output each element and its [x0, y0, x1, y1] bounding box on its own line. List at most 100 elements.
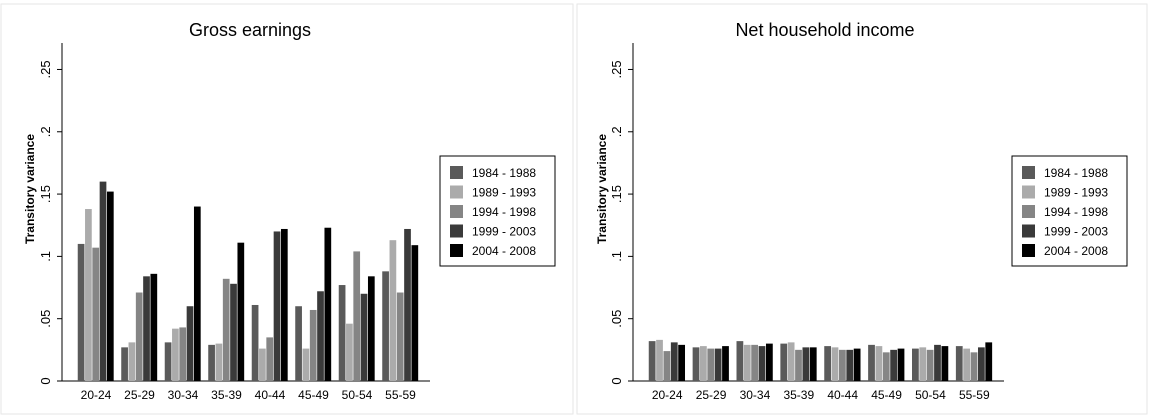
- bar-50-54-1984-1988: [912, 348, 919, 381]
- bar-20-24-1984-1988: [648, 341, 656, 381]
- legend-swatch: [450, 244, 463, 257]
- bar-20-24-1999-2003: [670, 342, 678, 381]
- legend-label: 1984 - 1988: [1044, 166, 1108, 180]
- bar-25-29-1984-1988: [121, 347, 128, 381]
- legend-label: 2004 - 2008: [472, 244, 536, 258]
- bar-55-59-1999-2003: [977, 347, 985, 381]
- bar-20-24-1989-1993: [656, 339, 663, 381]
- bar-40-44-1989-1993: [831, 347, 839, 381]
- legend-label: 1989 - 1993: [472, 186, 536, 200]
- x-tick-label: 50-54: [915, 388, 946, 402]
- x-tick-label: 35-39: [211, 388, 242, 402]
- bar-45-49-1989-1993: [302, 348, 310, 381]
- bar-30-34-2004-2008: [193, 206, 201, 381]
- legend-label: 1999 - 2003: [472, 225, 536, 239]
- chart-gross-earnings: Gross earnings 0 .05 .1 .15 .2 .25 Transitory v…: [23, 20, 556, 402]
- bar-25-29-2004-2008: [722, 346, 729, 381]
- bar-40-44-2004-2008: [280, 228, 288, 381]
- legend-swatch: [1022, 166, 1035, 179]
- bar-20-24-1994-1998: [92, 247, 100, 381]
- x-tick-label: 55-59: [959, 388, 990, 402]
- bar-45-49-1984-1988: [868, 344, 875, 381]
- bar-40-44-1999-2003: [273, 231, 281, 381]
- chart-net-household-income: Net household income 0 .05 .1 .15 .2 .25 Transi…: [595, 20, 1128, 402]
- y-tick-label: .1: [38, 251, 53, 262]
- x-tick-label: 25-29: [696, 388, 727, 402]
- bar-50-54-1994-1998: [353, 251, 361, 381]
- bar-20-24-1994-1998: [663, 351, 671, 381]
- bar-25-29-2004-2008: [150, 273, 158, 381]
- bar-40-44-1999-2003: [846, 349, 854, 381]
- bar-25-29-1984-1988: [692, 347, 700, 381]
- y-tick-label: .2: [609, 126, 624, 137]
- bar-30-34-1984-1988: [736, 341, 744, 381]
- legend-swatch: [1022, 244, 1035, 257]
- y-axis-label: Transitory variance: [595, 134, 609, 244]
- bar-25-29-1994-1998: [135, 292, 143, 381]
- bar-25-29-1989-1993: [128, 342, 136, 381]
- chart-title: Gross earnings: [189, 20, 311, 40]
- bar-55-59-2004-2008: [985, 342, 993, 381]
- x-tick-label: 20-24: [652, 388, 683, 402]
- bar-40-44-1994-1998: [838, 349, 846, 381]
- bar-35-39-1989-1993: [787, 342, 795, 381]
- bar-45-49-1984-1988: [295, 306, 302, 381]
- x-tick-label: 55-59: [385, 388, 416, 402]
- bar-35-39-1999-2003: [230, 283, 237, 381]
- bar-20-24-1989-1993: [85, 209, 92, 381]
- y-tick-label: .15: [609, 185, 624, 203]
- x-tick-label: 40-44: [827, 388, 858, 402]
- bar-30-34-2004-2008: [765, 343, 773, 381]
- y-tick-label: .05: [38, 310, 53, 328]
- x-tick-label: 25-29: [124, 388, 155, 402]
- bar-35-39-1989-1993: [215, 343, 223, 381]
- bar-45-49-1999-2003: [317, 291, 324, 381]
- bar-35-39-1994-1998: [795, 349, 802, 381]
- bar-50-54-1984-1988: [338, 285, 346, 381]
- bar-20-24-1984-1988: [77, 243, 85, 381]
- bar-30-34-1989-1993: [743, 344, 751, 381]
- bar-45-49-2004-2008: [897, 348, 905, 381]
- bar-35-39-2004-2008: [237, 242, 245, 381]
- bar-35-39-1994-1998: [222, 278, 230, 381]
- legend-label: 1994 - 1998: [1044, 205, 1108, 219]
- bar-45-49-2004-2008: [324, 227, 332, 381]
- bar-50-54-1994-1998: [926, 349, 934, 381]
- bar-35-39-1999-2003: [802, 347, 810, 381]
- bar-45-49-1994-1998: [309, 309, 317, 381]
- legend-swatch: [1022, 185, 1035, 199]
- x-tick-label: 50-54: [342, 388, 373, 402]
- x-tick-label: 30-34: [740, 388, 771, 402]
- legend-swatch: [450, 224, 463, 238]
- bar-35-39-2004-2008: [809, 347, 817, 381]
- y-tick-label: .25: [609, 60, 624, 78]
- bar-30-34-1999-2003: [758, 346, 766, 381]
- bar-45-49-1989-1993: [875, 346, 883, 381]
- y-tick-label: 0: [38, 377, 53, 384]
- y-tick-label: 0: [609, 377, 624, 384]
- bar-50-54-2004-2008: [367, 276, 375, 381]
- legend-label: 1999 - 2003: [1044, 225, 1108, 239]
- bar-50-54-1999-2003: [934, 344, 941, 381]
- bar-25-29-1989-1993: [700, 346, 707, 381]
- bar-40-44-1984-1988: [824, 346, 832, 381]
- bar-55-59-1984-1988: [382, 271, 389, 381]
- bar-50-54-2004-2008: [941, 346, 949, 381]
- bar-50-54-1989-1993: [346, 323, 353, 381]
- bar-30-34-1989-1993: [172, 328, 179, 381]
- legend-swatch: [450, 166, 463, 179]
- bar-45-49-1999-2003: [890, 349, 898, 381]
- bar-20-24-2004-2008: [678, 344, 686, 381]
- x-tick-label: 45-49: [298, 388, 329, 402]
- chart-title: Net household income: [735, 20, 914, 40]
- y-tick-label: .05: [609, 310, 624, 328]
- bar-50-54-1989-1993: [919, 347, 927, 381]
- legend-swatch: [1022, 224, 1035, 238]
- legend-swatch: [450, 205, 463, 218]
- bar-20-24-1999-2003: [99, 181, 107, 381]
- bar-55-59-2004-2008: [411, 245, 419, 381]
- y-tick-label: .15: [38, 185, 53, 203]
- bar-35-39-1984-1988: [780, 343, 788, 381]
